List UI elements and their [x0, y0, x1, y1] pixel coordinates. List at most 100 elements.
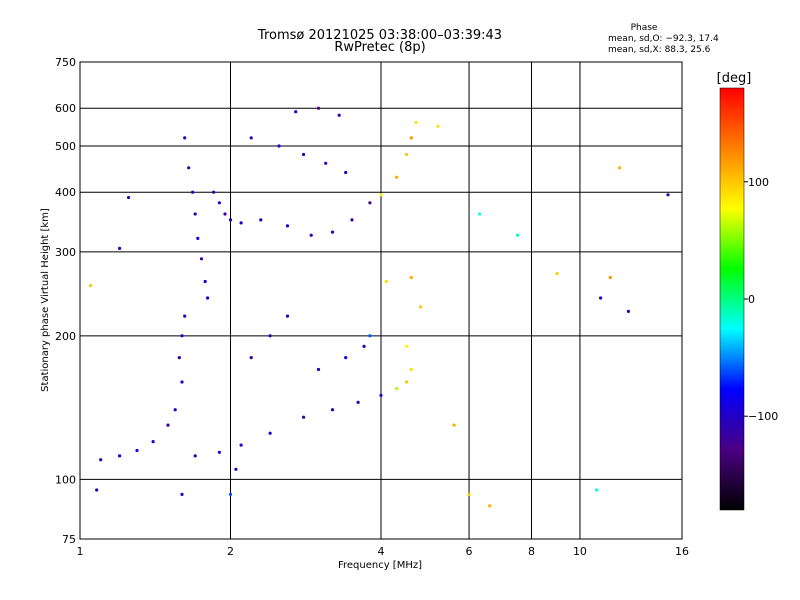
echo-point [173, 408, 177, 412]
echo-point [95, 488, 99, 492]
echo-point [488, 504, 492, 508]
echo-point [419, 305, 423, 309]
echo-point [666, 193, 670, 197]
x-tick-label: 10 [573, 545, 587, 558]
echo-point [249, 136, 253, 140]
y-tick-label: 200 [55, 330, 76, 343]
echo-point [344, 356, 348, 360]
echo-point [259, 218, 263, 222]
plot-frame [79, 61, 683, 540]
echo-point [191, 190, 195, 194]
echo-point [405, 380, 409, 384]
echo-point [384, 279, 388, 284]
echo-point [379, 193, 383, 197]
echo-point [626, 309, 631, 313]
echo-point [409, 275, 413, 280]
echo-point [126, 195, 131, 200]
echo-point [379, 393, 383, 397]
echo-point [395, 175, 399, 179]
echo-point [193, 454, 197, 458]
echo-point [118, 454, 122, 458]
x-tick-label: 6 [466, 545, 473, 558]
phase-colorbar [719, 87, 745, 511]
echo-point [409, 367, 413, 372]
echo-point [316, 367, 321, 372]
echo-point [203, 279, 207, 284]
echo-points [89, 106, 670, 508]
echo-point [228, 492, 233, 496]
echo-point [239, 443, 243, 447]
echo-point [409, 136, 413, 140]
echo-point [395, 387, 399, 391]
colorbar-tick-label: 100 [748, 176, 769, 189]
echo-point [324, 161, 328, 165]
colorbar-label: [deg] [717, 71, 752, 86]
echo-point [330, 230, 335, 234]
echo-point [183, 136, 187, 140]
echo-point [199, 257, 204, 261]
echo-point [302, 152, 306, 157]
echo-point [436, 124, 440, 128]
chart-title: Tromsø 20121025 03:38:00–03:39:43 [257, 28, 502, 43]
echo-point [89, 283, 93, 288]
y-tick-label: 500 [55, 140, 76, 153]
echo-point [277, 144, 281, 148]
echo-point [206, 296, 210, 300]
echo-point [249, 356, 253, 360]
echo-point [212, 190, 216, 194]
echo-point [467, 492, 471, 496]
echo-point [608, 275, 612, 280]
phase-stats-heading: Phase [631, 23, 658, 33]
echo-point [368, 334, 372, 338]
echo-point [515, 233, 520, 237]
echo-point [177, 356, 181, 360]
x-tick-label: 4 [378, 545, 385, 558]
echo-point [478, 212, 482, 216]
echo-point [217, 450, 221, 454]
echo-point [234, 467, 238, 471]
echo-point [239, 221, 243, 225]
echo-point [555, 272, 559, 276]
echo-point [285, 314, 290, 318]
y-tick-label: 75 [62, 533, 76, 546]
y-tick-label: 300 [55, 246, 76, 259]
echo-point [302, 415, 306, 419]
echo-point [166, 423, 170, 427]
echo-point [187, 166, 191, 170]
x-tick-label: 1 [77, 545, 84, 558]
echo-point [599, 296, 603, 300]
echo-point [356, 400, 360, 404]
tick-labels: 1 2 4 6 8 10 16 75 100 200 300 400 500 600 750 [55, 56, 689, 558]
echo-point [285, 224, 290, 228]
echo-point [151, 440, 155, 444]
x-tick-label: 16 [675, 545, 689, 558]
echo-point [414, 120, 418, 125]
echo-point [223, 212, 227, 216]
echo-point [118, 246, 122, 250]
echo-point [135, 448, 139, 453]
echo-point [99, 458, 103, 462]
echo-point [180, 492, 184, 496]
x-axis-label: Frequency [MHz] [338, 560, 422, 571]
echo-point [405, 152, 409, 157]
echo-point [595, 488, 599, 492]
colorbar-tick-label: −100 [748, 410, 778, 423]
echo-point [337, 113, 341, 117]
phase-stats-x: mean, sd,X: 88.3, 25.6 [608, 45, 711, 55]
echo-point [316, 106, 321, 110]
y-tick-label: 750 [55, 56, 76, 69]
echo-point [294, 110, 298, 114]
grid-lines [80, 62, 682, 539]
echo-point [617, 166, 622, 170]
echo-point [228, 218, 233, 222]
echo-point [330, 408, 335, 412]
y-tick-label: 100 [55, 473, 76, 486]
y-axis-label: Stationary phase Virtual Height [km] [40, 208, 51, 392]
echo-point [368, 201, 372, 205]
echo-point [268, 431, 272, 435]
echo-point [180, 380, 184, 384]
echo-point [180, 334, 184, 338]
colorbar-tick-label: 0 [748, 293, 755, 306]
echo-point [196, 236, 200, 240]
